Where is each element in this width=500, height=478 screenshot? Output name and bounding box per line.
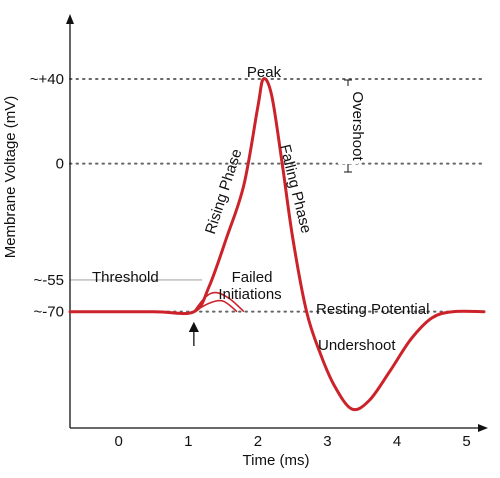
y-tick-labels: ~+40 0 ~-55 ~-70: [30, 71, 64, 321]
undershoot-label: Undershoot: [318, 337, 396, 354]
x-tick-label: 5: [462, 433, 470, 450]
series-line: [68, 77, 486, 412]
x-tick-label: 2: [254, 433, 262, 450]
x-tick-label: 3: [323, 433, 331, 450]
y-tick-label: ~-55: [34, 272, 64, 289]
rising-phase-label: Rising Phase: [202, 147, 245, 236]
series-lines: [68, 77, 486, 412]
y-tick-label: 0: [56, 156, 64, 173]
x-tick-label: 0: [115, 433, 123, 450]
failed-initiations-label-line2: Initiations: [218, 286, 281, 303]
y-axis-arrow: [66, 14, 74, 24]
falling-phase-label: Falling Phase: [276, 143, 314, 235]
y-tick-label: ~+40: [30, 71, 64, 88]
overshoot-label: Overshoot: [349, 91, 366, 161]
x-axis-arrow: [478, 424, 488, 432]
peak-label: Peak: [247, 64, 282, 81]
failed-initiations-label-line1: Failed: [232, 269, 273, 286]
x-tick-labels: 0 1 2 3 4 5: [115, 433, 471, 450]
y-tick-label: ~-70: [34, 304, 64, 321]
x-axis-title: Time (ms): [243, 452, 310, 469]
resting-potential-label: Resting Potential: [316, 301, 429, 318]
y-axis-title: Membrane Voltage (mV): [2, 96, 19, 259]
threshold-label: Threshold: [92, 269, 159, 286]
x-tick-label: 4: [393, 433, 401, 450]
x-tick-label: 1: [184, 433, 192, 450]
reference-lines: [69, 78, 485, 313]
